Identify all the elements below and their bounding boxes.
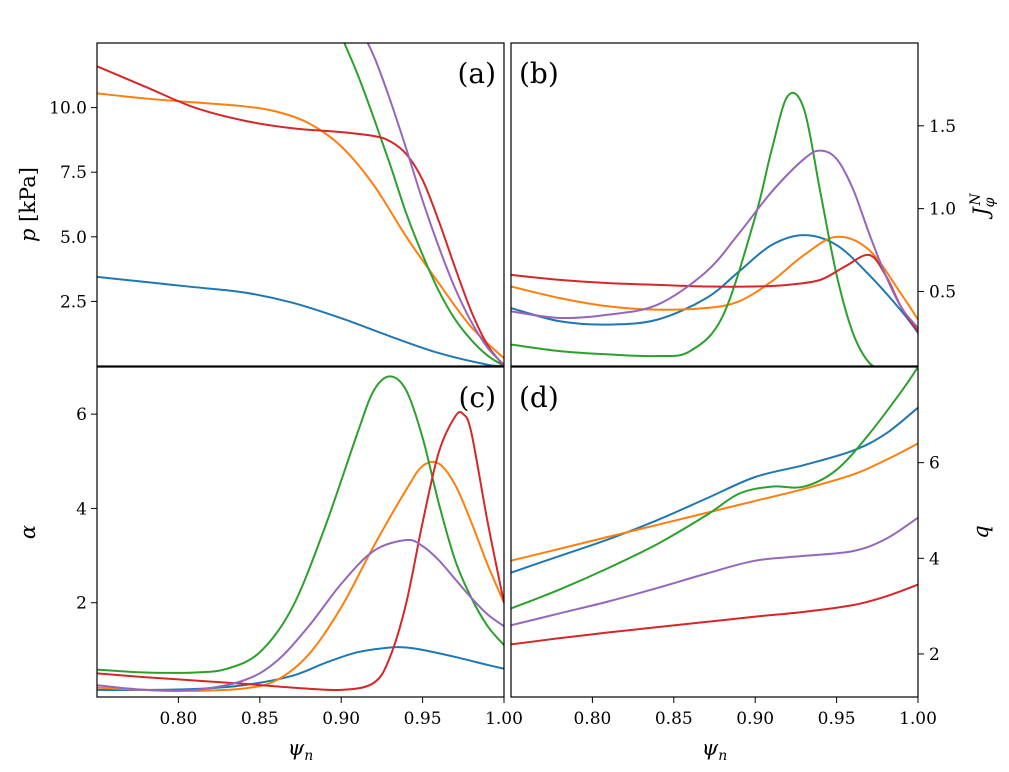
series-line-green <box>511 91 875 366</box>
series-line-red <box>97 65 504 366</box>
series-line-green <box>511 367 918 610</box>
panel-label: (d) <box>519 381 559 414</box>
series-line-red <box>97 410 504 692</box>
series-line-blue <box>97 275 504 366</box>
x-tick-label: 0.95 <box>818 709 856 729</box>
axes-frame <box>96 42 505 367</box>
y-tick-label: 4 <box>929 549 940 569</box>
axes-frame <box>510 366 919 698</box>
series-line-blue <box>97 646 504 692</box>
series-line-purple <box>511 516 918 627</box>
series-line-orange <box>511 235 918 321</box>
x-tick-label: 0.95 <box>404 709 442 729</box>
x-axis-label: ψn <box>702 736 728 764</box>
x-axis-label: ψn <box>288 736 314 764</box>
axes-frame <box>510 42 919 367</box>
panel-c: 2 4 6 0.80 0.85 0.90 0.95 1.00 (c) ψn α <box>16 366 523 764</box>
series-line-green <box>97 375 504 674</box>
panel-label: (a) <box>457 57 496 90</box>
series-group <box>511 367 918 646</box>
y-axis-label: JφN <box>968 193 998 220</box>
y-tick-label: 2.5 <box>60 292 87 312</box>
series-line-blue <box>511 234 918 334</box>
y-tick-label: 7.5 <box>60 163 87 183</box>
series-line-purple <box>366 43 504 366</box>
series-line-orange <box>97 460 504 692</box>
series-line-orange <box>511 442 918 562</box>
y-tick-label: 1.5 <box>929 117 956 137</box>
panel-label: (c) <box>458 381 496 414</box>
panel-a: 2.5 5.0 7.5 10.0 (a) p [kPa] <box>16 42 505 367</box>
y-tick-label: 4 <box>76 499 87 519</box>
y-axis-label: q <box>969 525 993 538</box>
x-tick-label: 0.90 <box>736 709 774 729</box>
panel-label: (b) <box>519 57 559 90</box>
axes-frame <box>96 366 505 698</box>
series-line-red <box>511 583 918 646</box>
series-line-orange <box>97 92 504 360</box>
x-tick-label: 1.00 <box>485 709 523 729</box>
y-tick-label: 2 <box>929 645 940 665</box>
x-tick-label: 0.80 <box>159 709 197 729</box>
series-line-purple <box>511 149 918 329</box>
x-tick-label: 0.85 <box>241 709 279 729</box>
y-tick-label: 5.0 <box>60 228 87 248</box>
y-axis-label: p [kPa] <box>16 167 40 242</box>
y-axis-label: α <box>16 525 40 539</box>
panel-b: 0.5 1.0 1.5 (b) JφN <box>510 42 998 367</box>
panel-d: 2 4 6 0.80 0.85 0.90 0.95 1.00 (d) ψn q <box>510 366 993 764</box>
series-line-purple <box>97 538 504 692</box>
x-tick-label: 0.80 <box>573 709 611 729</box>
series-group <box>97 43 504 366</box>
series-group <box>97 375 504 692</box>
series-line-green <box>343 43 504 366</box>
y-tick-label: 2 <box>76 594 87 614</box>
x-tick-label: 0.85 <box>655 709 693 729</box>
y-tick-label: 10.0 <box>49 99 87 119</box>
series-group <box>511 91 918 366</box>
x-tick-label: 0.90 <box>322 709 360 729</box>
x-tick-label: 1.00 <box>899 709 937 729</box>
y-tick-label: 6 <box>76 405 87 425</box>
y-tick-label: 1.0 <box>929 200 956 220</box>
y-tick-label: 0.5 <box>929 282 956 302</box>
y-tick-label: 6 <box>929 454 940 474</box>
series-line-blue <box>511 406 918 574</box>
